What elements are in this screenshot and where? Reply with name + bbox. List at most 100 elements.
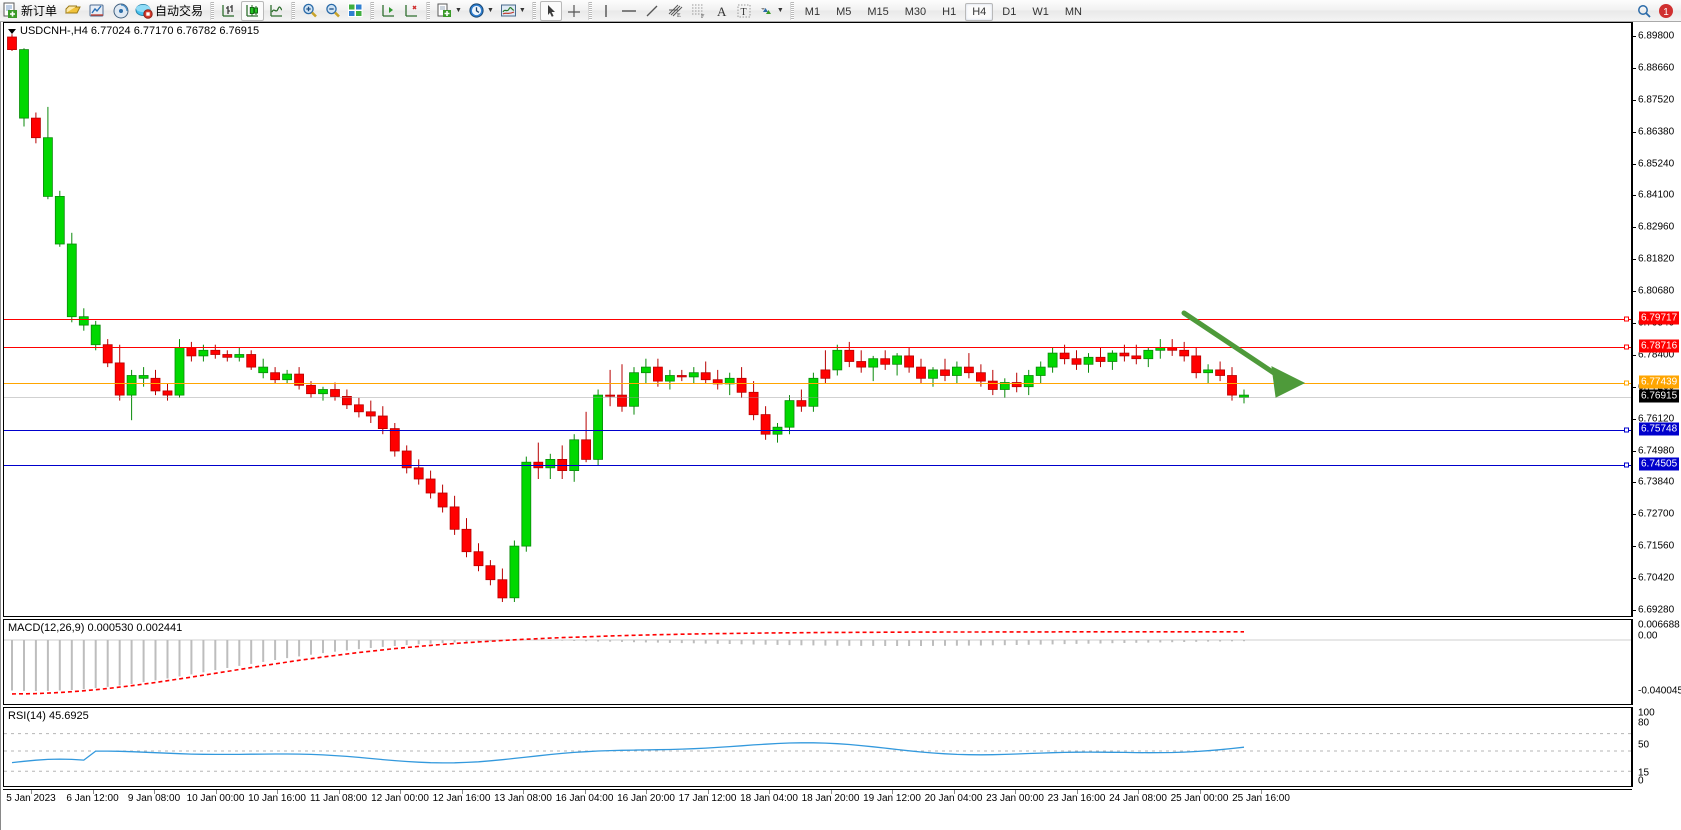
rsi-label: RSI(14) 45.6925 [8,710,89,722]
zoom-out-button[interactable] [322,1,343,21]
rsi-axis-label: 50 [1638,739,1650,751]
templates-button[interactable]: ▼ [498,1,528,21]
rsi-pane[interactable]: RSI(14) 45.6925 [3,707,1632,787]
chart-window: USDCNH-,H4 6.77024 6.77170 6.76782 6.769… [0,22,1681,830]
timeframe-h1[interactable]: H1 [942,5,957,18]
equidistant-channel-button[interactable]: E [664,1,686,21]
time-axis-label: 24 Jan 08:00 [1109,793,1167,804]
timeframe-h4[interactable]: H4 [965,2,994,21]
horizontal-line-button[interactable] [618,1,640,21]
bar-chart-button[interactable] [218,1,239,21]
vertical-line-button[interactable] [596,1,616,21]
timeframe-mn[interactable]: MN [1064,5,1082,18]
equidistant-channel-icon: E [666,2,684,19]
time-axis-label: 25 Jan 00:00 [1170,793,1229,804]
trendline-button[interactable] [642,1,662,21]
price-axis-tick [1633,163,1636,165]
chevron-down-icon[interactable]: ▼ [486,7,494,14]
search-icon[interactable] [1634,1,1654,21]
time-axis-tick [277,790,278,794]
text-button[interactable]: A [712,1,732,21]
price-axis[interactable]: 6.79717 6.78716 6.77439 6.76915 6.75748 6.745… [1632,22,1681,617]
price-axis-label: 6.76120 [1638,413,1675,425]
chart-shift-button[interactable] [378,1,399,21]
cursor-arrow-icon [543,3,559,19]
macd-axis-label: -0.040045 [1638,685,1681,697]
time-axis-label: 20 Jan 04:00 [924,793,983,804]
price-axis-label: 6.73840 [1638,476,1675,488]
price-axis-label: 6.82960 [1638,221,1675,233]
price-pane[interactable]: USDCNH-,H4 6.77024 6.77170 6.76782 6.769… [3,22,1632,617]
price-axis-tick [1633,36,1636,37]
chevron-down-icon[interactable]: ▼ [776,7,784,14]
arrows-button[interactable]: ▼ [756,1,786,21]
rsi-axis-label: 0 [1638,775,1644,787]
time-axis-tick [584,790,586,794]
price-tag-support[interactable]: 6.75748 [1639,422,1680,436]
auto-trading-button[interactable]: 自动交易 [134,1,206,21]
vertical-line-icon [598,3,614,19]
price-axis-label: 6.87520 [1638,94,1675,106]
zoom-in-button[interactable] [299,1,320,21]
text-label-button[interactable]: T [734,1,754,21]
tile-windows-icon [347,2,364,19]
toolbar-separator [789,1,794,20]
time-axis-label: 6 Jan 12:00 [66,793,119,804]
time-axis-tick [31,790,32,794]
price-axis-tick [1633,354,1636,356]
timeframe-m30[interactable]: M30 [904,5,927,18]
collapse-triangle-icon[interactable] [8,28,16,34]
cursor-button[interactable] [539,0,562,21]
tile-windows-button[interactable] [345,1,366,21]
time-axis-label: 18 Jan 20:00 [801,793,860,804]
price-tag-resistance[interactable]: 6.79717 [1639,311,1680,325]
crosshair-button[interactable] [564,1,584,21]
notification-badge[interactable]: 1 [1656,1,1676,21]
level-handle[interactable] [1624,427,1629,433]
auto-scroll-button[interactable] [401,1,422,21]
price-axis-label: 6.88660 [1638,62,1675,74]
level-line-pivot[interactable] [4,382,1631,384]
time-axis-tick [769,790,770,794]
level-handle[interactable] [1624,316,1629,322]
level-handle[interactable] [1624,380,1629,386]
profiles-button[interactable] [62,1,84,21]
level-line-support[interactable] [4,430,1631,432]
level-handle[interactable] [1624,344,1629,350]
timeframe-m5[interactable]: M5 [836,5,852,18]
price-tag-support[interactable]: 6.74505 [1639,457,1680,471]
time-axis-label: 23 Jan 16:00 [1047,793,1106,804]
toolbar-separator [370,1,375,20]
candlestick-chart-button[interactable] [241,0,265,21]
price-tag-last-price[interactable]: 6.76915 [1639,389,1680,403]
macd-axis-label: 0.006688 [1638,619,1680,631]
symbol-header-text: USDCNH-,H4 6.77024 6.77170 6.76782 6.769… [20,25,260,37]
fibonacci-button[interactable]: F [688,1,710,21]
level-line-resistance[interactable] [4,319,1631,320]
time-axis-tick [1015,790,1016,794]
chevron-down-icon[interactable]: ▼ [455,7,462,14]
chevron-down-icon[interactable]: ▼ [518,7,526,14]
time-axis[interactable]: 5 Jan 2023 6 Jan 12:00 9 Jan 08:00 10 Jan 0… [3,789,1632,811]
add-indicator-button[interactable]: ▼ [434,1,464,21]
level-line-support[interactable] [4,464,1631,466]
price-axis-label: 6.70420 [1638,572,1675,584]
macd-pane[interactable]: MACD(12,26,9) 0.000530 0.002441 [3,619,1632,705]
level-handle[interactable] [1624,462,1629,468]
period-button[interactable]: ▼ [466,1,496,21]
new-order-button[interactable]: 新订单 [1,1,60,21]
timeframe-w1[interactable]: W1 [1032,5,1049,18]
level-line-resistance[interactable] [4,347,1631,348]
timeframe-d1[interactable]: D1 [1002,5,1017,18]
market-watch-button[interactable] [86,1,108,21]
arrows-icon [758,2,775,19]
price-tag-pivot[interactable]: 6.77439 [1639,375,1680,389]
timeframe-m15[interactable]: M15 [867,5,889,18]
auto-trading-icon [135,2,153,19]
timeframe-group: M1 M5 M15 M30 H1 H4 D1 W1 MN [797,2,1090,21]
navigator-button[interactable] [110,1,132,21]
price-tag-resistance[interactable]: 6.78716 [1639,339,1680,353]
timeframe-m1[interactable]: M1 [804,5,821,18]
line-chart-button[interactable] [266,1,287,21]
price-axis-tick [1633,514,1636,516]
